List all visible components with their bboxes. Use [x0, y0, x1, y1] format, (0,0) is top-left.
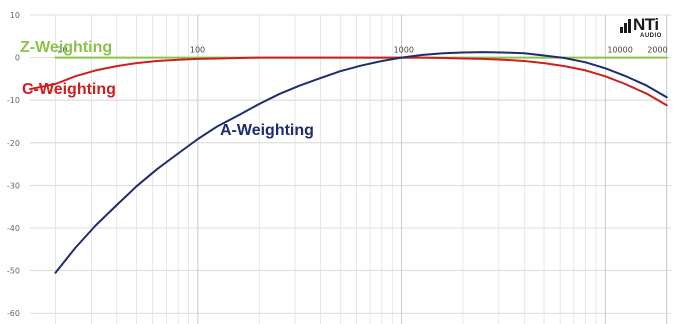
c-weighting-line	[29, 56, 668, 107]
x-tick-label: 100	[190, 46, 205, 55]
a-weighting-label: A-Weighting	[220, 122, 314, 139]
y-tick-label: -40	[7, 224, 20, 233]
a-weighting-line	[54, 51, 668, 274]
series-labels: Z-Weighting C-Weighting A-Weighting	[20, 39, 314, 139]
y-tick-label: -20	[7, 139, 20, 148]
c-weighting-label: C-Weighting	[22, 81, 116, 98]
x-tick-label: 20	[57, 46, 67, 55]
x-tick-label: 1000	[394, 46, 414, 55]
z-weighting-label: Z-Weighting	[20, 39, 112, 56]
nti-audio-logo: NTi AUDIO	[620, 16, 672, 46]
logo-bars-icon	[620, 19, 631, 33]
y-tick-label: -30	[7, 181, 20, 190]
grid	[30, 14, 671, 324]
x-tick-label: 2000	[647, 46, 667, 55]
y-tick-label: 0	[15, 54, 20, 63]
logo-text: NTi	[633, 15, 659, 34]
series-lines	[29, 51, 668, 274]
x-tick-label: 10000	[607, 46, 632, 55]
y-tick-label: -50	[7, 267, 20, 276]
y-tick-label: -10	[7, 96, 20, 105]
y-tick-label: -60	[7, 309, 20, 318]
logo-subtext: AUDIO	[640, 33, 662, 39]
y-tick-label: 10	[10, 11, 20, 20]
